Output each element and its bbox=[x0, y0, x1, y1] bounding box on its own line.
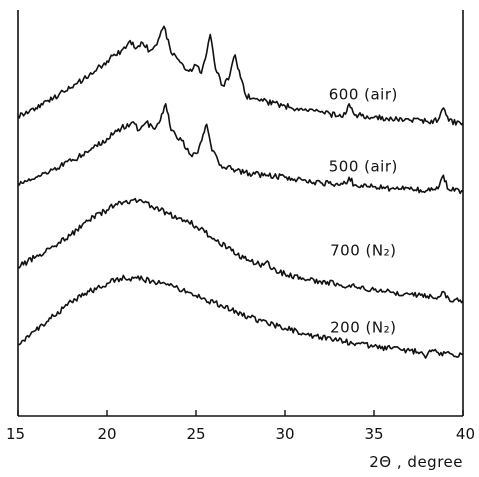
series-line-1 bbox=[17, 103, 464, 195]
x-tick-label: 25 bbox=[186, 425, 205, 443]
x-tick-label: 30 bbox=[275, 425, 294, 443]
series-line-3 bbox=[17, 274, 464, 359]
x-tick-label: 40 bbox=[456, 425, 475, 443]
series-line-0 bbox=[17, 25, 464, 126]
x-axis-label: 2Θ , degree bbox=[369, 453, 463, 471]
ticks-layer: 15 20 25 30 35 40 bbox=[6, 410, 475, 443]
series-label-0: 600 (air) bbox=[329, 85, 398, 103]
series-layer bbox=[17, 25, 464, 359]
x-tick-label: 15 bbox=[6, 425, 25, 443]
series-line-2 bbox=[17, 197, 464, 304]
x-tick-label: 35 bbox=[364, 425, 383, 443]
series-label-2: 700 (N₂) bbox=[330, 242, 396, 260]
series-label-3: 200 (N₂) bbox=[330, 318, 396, 336]
x-tick-label: 20 bbox=[97, 425, 116, 443]
labels-layer: 600 (air) 500 (air) 700 (N₂) 200 (N₂) bbox=[329, 85, 398, 336]
axes-layer bbox=[17, 10, 464, 417]
series-label-1: 500 (air) bbox=[329, 158, 398, 176]
